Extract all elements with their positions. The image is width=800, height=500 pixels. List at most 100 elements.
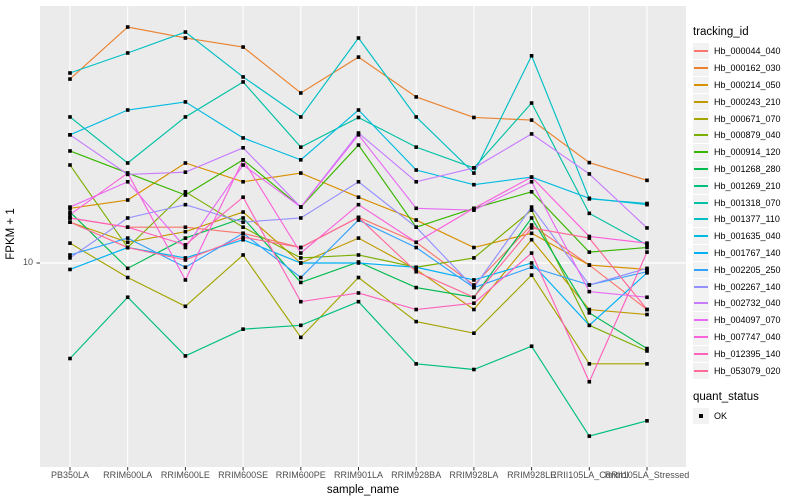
data-point xyxy=(414,225,418,229)
data-point xyxy=(356,143,361,147)
data-point xyxy=(645,250,649,254)
data-point xyxy=(529,251,534,255)
data-point xyxy=(587,323,592,328)
legend-line-key-icon xyxy=(693,43,709,60)
data-point xyxy=(472,278,476,282)
data-point xyxy=(241,45,245,49)
legend-entry-Hb_000214_050: Hb_000214_050 xyxy=(693,76,799,94)
data-point xyxy=(472,171,476,175)
data-point xyxy=(299,335,303,340)
data-point xyxy=(414,265,418,270)
data-point xyxy=(183,245,188,250)
legend-entry-Hb_000243_210: Hb_000243_210 xyxy=(693,93,799,110)
legend-entry-Hb_002205_250: Hb_002205_250 xyxy=(693,261,799,278)
data-point xyxy=(299,115,303,119)
data-point xyxy=(356,115,361,120)
data-point xyxy=(241,136,245,140)
data-point xyxy=(529,273,534,277)
legend-label: Hb_007747_040 xyxy=(714,331,781,342)
legend-entry-Hb_000914_120: Hb_000914_120 xyxy=(693,144,799,161)
data-point xyxy=(472,307,476,312)
data-point xyxy=(125,275,130,280)
data-point xyxy=(472,208,476,212)
data-point xyxy=(68,212,72,217)
data-point xyxy=(241,235,245,240)
data-point xyxy=(645,419,649,423)
data-point xyxy=(645,269,649,274)
legend-label: Hb_002267_140 xyxy=(714,281,781,292)
data-point xyxy=(587,311,592,315)
legend-entry-Hb_001377_110: Hb_001377_110 xyxy=(693,211,799,228)
data-point xyxy=(68,205,72,209)
legend-entry-Hb_004097_070: Hb_004097_070 xyxy=(693,312,799,329)
legend-line-swatch xyxy=(694,235,708,238)
legend-line-swatch xyxy=(694,117,708,120)
legend-label: Hb_004097_070 xyxy=(714,315,781,326)
data-point xyxy=(183,278,188,282)
data-point xyxy=(529,223,534,227)
data-point xyxy=(125,161,130,165)
legend-line-swatch xyxy=(694,151,708,154)
data-point xyxy=(645,295,649,300)
x-tick-label: RRII105LA_Control xyxy=(550,470,629,480)
legend-entry-Hb_002267_140: Hb_002267_140 xyxy=(693,278,799,295)
data-point xyxy=(356,133,361,137)
legend-entry-Hb_053079_020: Hb_053079_020 xyxy=(693,362,799,379)
data-point xyxy=(68,356,72,361)
legend-line-swatch xyxy=(694,319,708,322)
data-point xyxy=(68,163,72,167)
x-tick-label: PB350LA xyxy=(50,470,90,480)
data-point xyxy=(299,256,303,260)
data-point xyxy=(414,245,418,250)
data-point xyxy=(241,145,245,150)
legend-title-quant-status: quant_status xyxy=(693,390,759,403)
data-point xyxy=(645,349,649,353)
data-point xyxy=(529,344,534,349)
data-point xyxy=(587,236,592,240)
data-point xyxy=(299,251,303,255)
data-point xyxy=(587,379,592,384)
x-tick-label: RRIM928LA xyxy=(449,470,499,480)
legend-line-key-icon xyxy=(693,144,709,161)
data-point xyxy=(414,168,418,172)
data-point xyxy=(414,115,418,119)
y-tick-label: 10 xyxy=(22,257,33,267)
legend-line-key-icon xyxy=(693,127,709,144)
legend-entry-Hb_001767_140: Hb_001767_140 xyxy=(693,244,799,262)
legend-line-key-icon xyxy=(693,211,709,228)
legend-line-key-icon xyxy=(693,93,709,110)
data-point xyxy=(68,267,72,272)
data-point xyxy=(356,131,361,135)
data-point xyxy=(241,220,245,224)
data-point xyxy=(183,225,188,229)
x-tick-label: RRIM600LE xyxy=(160,470,210,480)
data-point xyxy=(299,261,303,265)
data-point xyxy=(414,240,418,245)
x-tick-label: RRIM901LA xyxy=(333,470,384,480)
data-point xyxy=(472,331,476,335)
data-point xyxy=(529,216,534,220)
data-point xyxy=(529,179,534,184)
data-point xyxy=(472,283,476,287)
data-point xyxy=(356,291,361,295)
data-point xyxy=(472,301,476,305)
data-point xyxy=(183,30,188,34)
x-tick-label: RRIM928LE xyxy=(507,470,557,480)
legend-line-swatch xyxy=(694,67,708,70)
legend-line-key-icon xyxy=(693,60,709,77)
data-point xyxy=(68,216,72,220)
data-point xyxy=(241,216,245,220)
data-point xyxy=(125,225,130,229)
legend-line-swatch xyxy=(694,369,708,372)
legend-entry-Hb_007747_040: Hb_007747_040 xyxy=(693,328,799,346)
quant-ok-square-icon xyxy=(693,408,709,425)
plot-canvas xyxy=(36,6,686,471)
legend-line-key-icon xyxy=(693,312,709,329)
data-point xyxy=(356,299,361,304)
data-point xyxy=(645,312,649,317)
data-point xyxy=(241,253,245,257)
data-point xyxy=(183,161,188,165)
legend-label: Hb_053079_020 xyxy=(714,365,781,376)
data-point xyxy=(183,36,188,40)
